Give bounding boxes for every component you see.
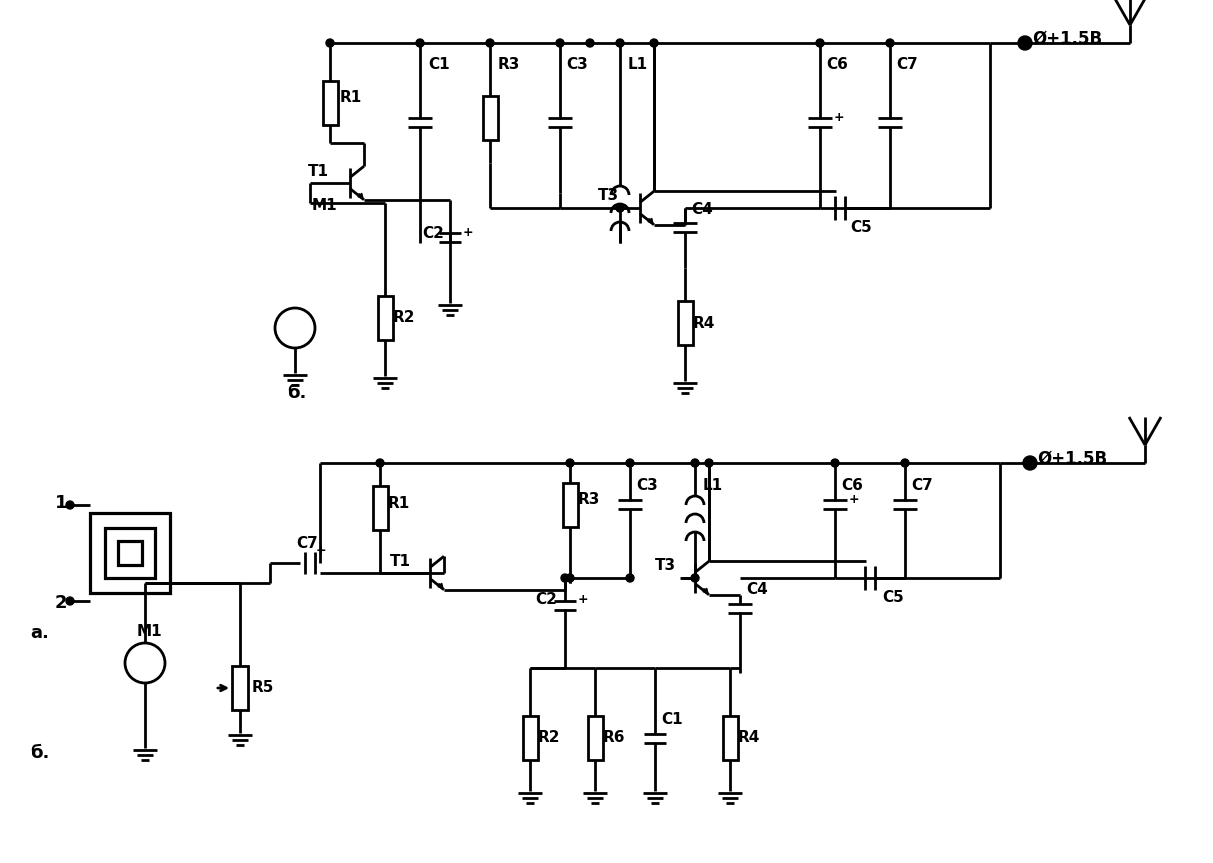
- Text: +: +: [835, 111, 844, 124]
- Text: R4: R4: [738, 730, 761, 746]
- Text: R1: R1: [388, 495, 410, 511]
- Text: 1: 1: [55, 494, 68, 512]
- Circle shape: [705, 459, 713, 467]
- Text: R4: R4: [693, 316, 716, 331]
- Circle shape: [376, 459, 385, 467]
- Text: C2: C2: [535, 593, 557, 608]
- Text: L1: L1: [628, 58, 648, 72]
- Text: M1: M1: [312, 198, 337, 212]
- Text: R2: R2: [393, 311, 416, 325]
- Bar: [106, 528, 155, 578]
- Circle shape: [560, 574, 569, 582]
- Text: R3: R3: [579, 493, 600, 507]
- Bar: [587, 716, 603, 760]
- Circle shape: [1018, 36, 1032, 50]
- FancyArrow shape: [704, 589, 708, 594]
- Bar: [372, 486, 387, 530]
- Circle shape: [66, 597, 74, 605]
- Text: +: +: [579, 593, 588, 606]
- Text: R5: R5: [252, 681, 274, 696]
- Circle shape: [816, 39, 824, 47]
- Text: C3: C3: [636, 477, 657, 493]
- Circle shape: [556, 39, 564, 47]
- Text: C5: C5: [850, 221, 872, 236]
- Text: R2: R2: [539, 730, 560, 746]
- Text: R3: R3: [499, 58, 520, 72]
- Text: C6: C6: [826, 58, 848, 72]
- Circle shape: [586, 39, 594, 47]
- Text: M1: M1: [137, 623, 163, 639]
- Bar: [377, 296, 393, 340]
- Text: +: +: [317, 545, 326, 557]
- Text: Ø+1.5В: Ø+1.5В: [1033, 30, 1103, 48]
- Circle shape: [616, 204, 623, 212]
- Text: C4: C4: [746, 583, 768, 597]
- Text: C7: C7: [296, 536, 318, 551]
- FancyArrow shape: [358, 193, 363, 198]
- Text: C6: C6: [841, 477, 862, 493]
- Bar: [723, 716, 738, 760]
- Circle shape: [486, 39, 494, 47]
- Bar: [90, 513, 170, 593]
- Text: C1: C1: [661, 713, 683, 728]
- Text: T3: T3: [655, 558, 676, 574]
- Text: C5: C5: [882, 590, 904, 606]
- Circle shape: [650, 39, 657, 47]
- Text: 2: 2: [55, 594, 68, 612]
- Text: T3: T3: [598, 188, 619, 204]
- Circle shape: [66, 501, 74, 509]
- Text: а.: а.: [30, 624, 49, 642]
- Text: C4: C4: [691, 203, 713, 217]
- Bar: [118, 541, 142, 565]
- Circle shape: [326, 39, 334, 47]
- Circle shape: [691, 459, 699, 467]
- Text: Ø+1.5В: Ø+1.5В: [1038, 450, 1109, 468]
- Circle shape: [626, 459, 634, 467]
- Circle shape: [1023, 456, 1037, 470]
- Text: C2: C2: [422, 225, 444, 241]
- Circle shape: [831, 459, 839, 467]
- Text: C1: C1: [428, 58, 450, 72]
- FancyArrow shape: [648, 218, 653, 224]
- Circle shape: [691, 574, 699, 582]
- Text: L1: L1: [704, 477, 723, 493]
- Bar: [483, 96, 497, 140]
- Bar: [523, 716, 537, 760]
- Text: б.: б.: [287, 384, 307, 402]
- Circle shape: [616, 39, 623, 47]
- Circle shape: [626, 574, 634, 582]
- Text: C3: C3: [566, 58, 588, 72]
- Circle shape: [885, 39, 894, 47]
- FancyArrow shape: [438, 583, 443, 589]
- Bar: [563, 483, 577, 527]
- Text: T1: T1: [308, 163, 329, 179]
- Text: б.: б.: [30, 744, 50, 762]
- Text: C7: C7: [896, 58, 918, 72]
- Bar: [323, 81, 337, 125]
- Text: C7: C7: [911, 477, 933, 493]
- Circle shape: [566, 459, 574, 467]
- Bar: [232, 666, 247, 710]
- Circle shape: [416, 39, 425, 47]
- Text: +: +: [463, 226, 473, 239]
- Text: R1: R1: [340, 91, 363, 105]
- Text: R6: R6: [603, 730, 626, 746]
- Text: T1: T1: [391, 553, 411, 569]
- Text: +: +: [849, 493, 860, 506]
- Circle shape: [901, 459, 909, 467]
- Circle shape: [566, 574, 574, 582]
- Bar: [678, 301, 693, 345]
